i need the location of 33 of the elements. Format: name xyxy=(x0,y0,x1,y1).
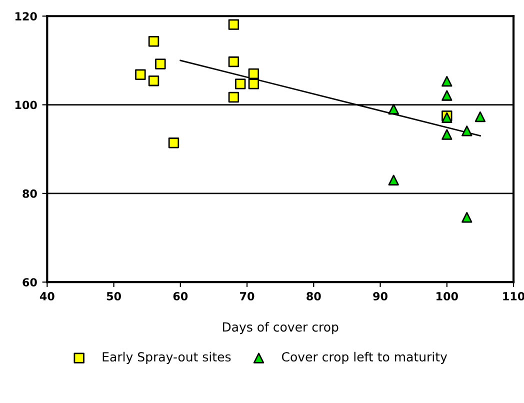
x-tick-label: 40 xyxy=(40,292,54,300)
point xyxy=(168,138,180,148)
point xyxy=(388,174,399,186)
point xyxy=(148,75,160,86)
point xyxy=(228,19,240,30)
x-tick-label: 50 xyxy=(106,292,121,300)
x-tick-label: 90 xyxy=(373,292,388,300)
x-tick-label: 100 xyxy=(436,292,458,300)
point xyxy=(228,56,240,68)
point xyxy=(228,92,240,103)
x-tick-label: 70 xyxy=(240,292,254,300)
x-axis-title: Days of cover crop xyxy=(222,322,338,334)
legend-label: Cover crop left to maturity xyxy=(282,352,448,364)
y-tick-label: 100 xyxy=(16,100,37,110)
point xyxy=(148,36,160,47)
point xyxy=(442,76,452,87)
point xyxy=(248,78,260,90)
point xyxy=(235,78,246,90)
point xyxy=(155,58,166,70)
point xyxy=(442,129,452,140)
point xyxy=(135,69,146,80)
point xyxy=(442,90,452,101)
y-tick-label: 60 xyxy=(22,278,37,286)
point xyxy=(462,212,472,223)
y-tick-label: 80 xyxy=(22,189,37,198)
point xyxy=(462,126,472,136)
x-tick-label: 60 xyxy=(173,292,188,300)
point xyxy=(388,104,399,115)
point xyxy=(474,111,486,122)
legend-label: Early Spray-out sites xyxy=(102,352,231,364)
x-tick-label: 80 xyxy=(306,292,321,300)
y-tick-label: 120 xyxy=(16,12,37,20)
point xyxy=(248,68,260,80)
